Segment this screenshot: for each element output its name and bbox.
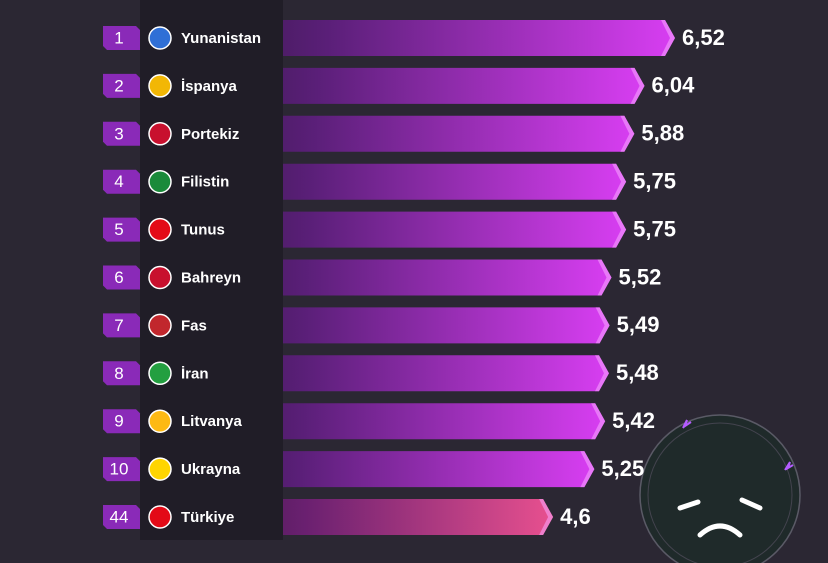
bar-tip (597, 259, 612, 296)
flag (148, 26, 172, 50)
bar-tip (612, 163, 627, 200)
rank: 9 (114, 412, 123, 431)
rank: 1 (114, 28, 123, 47)
rank: 4 (114, 172, 123, 191)
rank-badge (103, 217, 140, 242)
flag (148, 169, 172, 194)
value-label: 4,6 (560, 504, 591, 529)
value-label: 5,48 (616, 360, 659, 385)
flag (148, 122, 172, 146)
category-label: Yunanistan (181, 30, 261, 47)
rank-badge (103, 457, 140, 482)
rank: 8 (114, 364, 123, 383)
rank-badge (103, 313, 140, 338)
category-label: Türkiye (181, 509, 234, 526)
rank-badge (103, 121, 140, 146)
rank: 3 (114, 124, 123, 143)
flag (148, 74, 172, 98)
category-label: İran (181, 365, 209, 382)
bar-tip (539, 499, 554, 535)
bar-tip (612, 211, 627, 248)
value-label: 5,25 (601, 456, 644, 481)
bar-tip (661, 20, 676, 56)
rows: 6,52 1 Yunanistan 6,04 2 İspanya 5,88 3 Portekiz… (103, 25, 725, 529)
value-label: 6,04 (652, 73, 696, 98)
category-label: Portekiz (181, 126, 239, 143)
flag (148, 217, 172, 242)
rank-badge (103, 361, 140, 386)
rank-badge (103, 409, 140, 434)
bar-tip (591, 403, 606, 440)
value-label: 5,75 (633, 216, 676, 241)
bar-tip (630, 67, 645, 104)
rank: 6 (114, 268, 123, 287)
category-label: Tunus (181, 222, 225, 239)
rank-badge (103, 73, 140, 98)
category-label: Bahreyn (181, 269, 241, 286)
rank: 10 (110, 460, 129, 479)
flag (148, 361, 172, 386)
value-label: 6,52 (682, 25, 725, 50)
rank: 44 (110, 507, 129, 526)
flag (148, 265, 172, 290)
category-label: Filistin (181, 174, 229, 191)
rank-badge (103, 265, 140, 290)
value-label: 5,75 (633, 169, 676, 194)
category-label: Ukrayna (181, 461, 241, 478)
value-label: 5,52 (619, 264, 662, 289)
value-label: 5,88 (641, 121, 684, 146)
rank: 7 (114, 316, 123, 335)
bar-tip (595, 307, 610, 344)
rank-badge (103, 169, 140, 194)
flag (148, 409, 172, 433)
rank: 5 (114, 220, 123, 239)
flag (148, 505, 172, 529)
rank: 2 (114, 76, 123, 95)
category-label: Fas (181, 317, 207, 334)
bar-tip (594, 355, 609, 392)
flag (148, 457, 172, 481)
mascot (639, 414, 801, 563)
flag (148, 313, 172, 338)
bar-tip (580, 451, 595, 488)
rank-badge (103, 26, 140, 50)
category-label: İspanya (181, 78, 238, 95)
category-label: Litvanya (181, 413, 243, 430)
value-label: 5,42 (612, 408, 655, 433)
value-label: 5,49 (617, 312, 660, 337)
rank-badge (103, 505, 140, 529)
bar-tip (620, 115, 635, 152)
